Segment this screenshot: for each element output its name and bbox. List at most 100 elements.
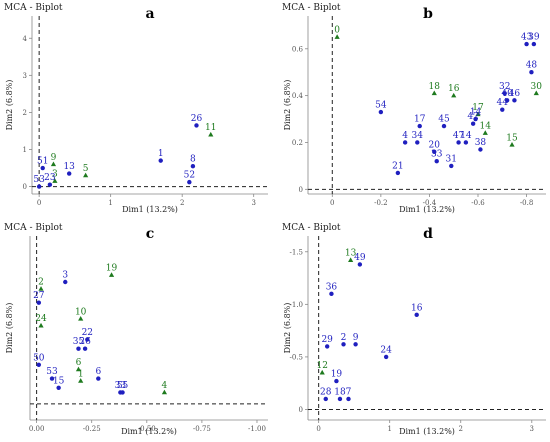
scatter-point-triangle — [83, 172, 89, 178]
point-label: 53 — [46, 367, 58, 377]
y-axis-label: Dim2 (6.8%) — [283, 80, 292, 131]
x-tick-label: 0 — [37, 199, 41, 207]
point-label: 20 — [429, 140, 441, 150]
y-axis-label: Dim2 (6.8%) — [5, 80, 14, 131]
scatter-point-triangle — [334, 34, 340, 39]
x-tick-label: 3 — [530, 425, 534, 433]
scatter-point-circle — [441, 123, 447, 129]
point-label: 4 — [162, 381, 168, 391]
panel-label: b — [423, 6, 433, 22]
point-label: 23 — [44, 173, 56, 183]
point-label: 44 — [497, 98, 509, 108]
point-label: 34 — [412, 131, 424, 141]
scatter-point-circle — [63, 279, 68, 285]
panel-c: MCA - Biplot c 0.00 -0.25 -0.50 -0.75 -1.00 Dim… — [4, 223, 268, 436]
y-axis-label: Dim2 (6.8%) — [5, 303, 14, 354]
x-tick-label: 2 — [180, 199, 184, 207]
scatter-point-circle — [194, 123, 199, 128]
x-axis-label: Dim1 (13.2%) — [399, 427, 455, 436]
scatter-point-triangle — [75, 366, 82, 372]
point-label: 15 — [53, 376, 65, 386]
point-label: 30 — [531, 82, 543, 92]
point-label: 4 — [402, 131, 408, 141]
point-label: 9 — [51, 153, 57, 163]
point-label: 51 — [37, 157, 48, 167]
y-tick-label: 0.4 — [292, 92, 304, 100]
scatter-point-triangle — [78, 316, 84, 321]
scatter-point-triangle — [475, 111, 481, 117]
scatter-point-circle — [395, 170, 401, 176]
y-tick-label: 0 — [23, 183, 27, 191]
y-tick-label: 0.2 — [292, 139, 303, 147]
point-label: 17 — [472, 103, 484, 113]
scatter-point-circle — [49, 376, 55, 381]
y-tick-label: -0.5 — [290, 353, 304, 361]
point-label: 42 — [467, 112, 478, 122]
panel-label: c — [146, 226, 155, 242]
point-label: 8 — [190, 155, 196, 165]
point-label: 2 — [341, 333, 347, 343]
x-tick-label: -0.4 — [423, 199, 437, 207]
point-label: 16 — [411, 303, 423, 313]
scatter-point-circle — [502, 91, 507, 96]
point-label: 55 — [117, 381, 129, 391]
scatter-point-circle — [76, 346, 81, 351]
x-tick-label: 0 — [316, 425, 320, 433]
scatter-point-circle — [190, 163, 196, 169]
scatter-point-circle — [414, 312, 419, 318]
scatter-point-triangle — [38, 322, 44, 328]
scatter-point-circle — [40, 165, 45, 171]
scatter-point-triangle — [108, 272, 115, 277]
panel-title: MCA - Biplot — [4, 3, 63, 13]
point-label: 15 — [506, 133, 518, 143]
point-label: 22 — [82, 328, 93, 338]
point-label: 38 — [475, 138, 487, 148]
x-tick-label: -0.8 — [520, 199, 534, 207]
point-label: 0 — [334, 26, 340, 36]
scatter-point-circle — [473, 116, 478, 122]
point-label: 33 — [115, 381, 127, 391]
scatter-point-circle — [346, 396, 351, 402]
scatter-point-circle — [383, 354, 389, 360]
scatter-point-circle — [329, 291, 334, 297]
point-label: 45 — [438, 115, 450, 125]
x-tick-label: 3 — [251, 199, 255, 207]
scatter-point-circle — [337, 396, 343, 402]
point-label: 14 — [470, 108, 482, 118]
point-label: 3 — [62, 271, 68, 281]
y-tick-label: 0 — [299, 406, 303, 414]
scatter-point-circle — [456, 140, 461, 145]
scatter-point-circle — [47, 182, 53, 187]
scatter-point-triangle — [161, 389, 168, 395]
point-label: 9 — [353, 333, 359, 343]
scatter-point-circle — [341, 342, 346, 347]
scatter-point-circle — [512, 98, 517, 103]
point-label: 27 — [33, 291, 45, 301]
point-label: 5 — [83, 164, 89, 174]
y-tick-label: 3 — [23, 72, 27, 80]
point-label: 17 — [414, 115, 426, 125]
point-label: 13 — [63, 162, 75, 172]
scatter-point-circle — [36, 184, 42, 189]
scatter-point-circle — [434, 159, 439, 164]
y-tick-label: 2 — [23, 109, 27, 117]
x-tick-label: 1 — [108, 199, 112, 207]
point-label: 32 — [499, 82, 510, 92]
panel-label: a — [145, 6, 154, 22]
scatter-point-triangle — [319, 369, 325, 375]
point-label: 46 — [509, 89, 521, 99]
scatter-point-circle — [66, 171, 72, 176]
x-axis-label: Dim1 (13.2%) — [122, 205, 178, 214]
x-tick-label: 0.00 — [29, 425, 45, 433]
scatter-point-circle — [187, 179, 192, 185]
scatter-point-circle — [478, 147, 483, 152]
point-label: 14 — [460, 131, 472, 141]
scatter-point-triangle — [38, 286, 44, 291]
point-label: 24 — [35, 314, 47, 324]
point-label: 19 — [331, 370, 343, 380]
scatter-point-circle — [529, 70, 534, 75]
x-axis-label: Dim1 (13.2%) — [399, 205, 455, 214]
point-label: 21 — [392, 161, 403, 171]
point-label: 48 — [526, 61, 538, 71]
